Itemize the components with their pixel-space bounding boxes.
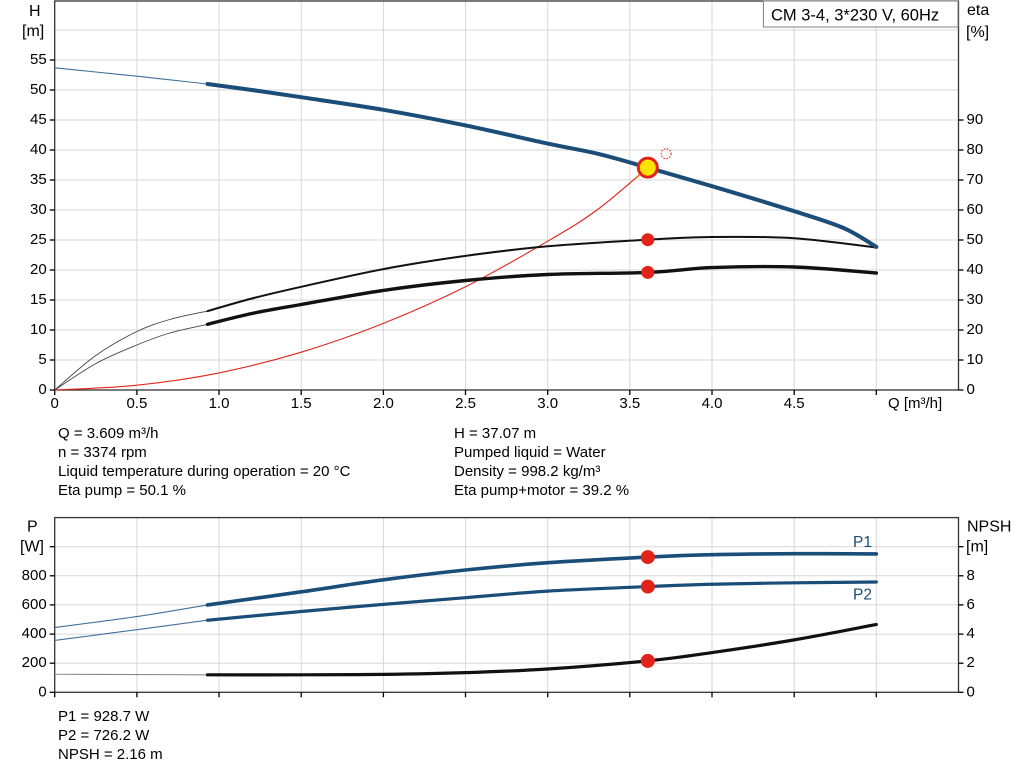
svg-text:1.5: 1.5 [291, 395, 312, 412]
svg-text:0: 0 [38, 683, 46, 700]
svg-text:[m]: [m] [966, 539, 988, 556]
svg-text:600: 600 [22, 596, 47, 613]
svg-text:H: H [29, 3, 41, 20]
svg-text:0: 0 [967, 683, 975, 700]
svg-text:3.5: 3.5 [619, 395, 640, 412]
svg-text:40: 40 [967, 261, 984, 278]
svg-text:50: 50 [30, 81, 47, 98]
svg-text:45: 45 [30, 111, 47, 128]
svg-text:3.0: 3.0 [537, 395, 558, 412]
svg-text:20: 20 [967, 321, 984, 338]
svg-text:200: 200 [22, 654, 47, 671]
svg-text:80: 80 [967, 141, 984, 158]
svg-text:[%]: [%] [966, 24, 989, 41]
svg-text:4.5: 4.5 [784, 395, 805, 412]
svg-text:1.0: 1.0 [209, 395, 230, 412]
svg-text:[m]: [m] [22, 23, 44, 40]
svg-text:0: 0 [51, 395, 59, 412]
svg-text:CM 3-4, 3*230 V, 60Hz: CM 3-4, 3*230 V, 60Hz [771, 7, 939, 25]
svg-text:400: 400 [22, 625, 47, 642]
svg-text:30: 30 [967, 291, 984, 308]
svg-text:35: 35 [30, 171, 47, 188]
svg-text:8: 8 [967, 567, 975, 584]
svg-text:10: 10 [30, 321, 47, 338]
svg-text:40: 40 [30, 141, 47, 158]
svg-text:0.5: 0.5 [126, 395, 147, 412]
svg-text:0: 0 [967, 381, 975, 398]
svg-text:20: 20 [30, 261, 47, 278]
svg-text:6: 6 [967, 596, 975, 613]
svg-text:2.0: 2.0 [373, 395, 394, 412]
svg-text:P2: P2 [853, 587, 872, 604]
svg-text:10: 10 [967, 351, 984, 368]
svg-text:800: 800 [22, 567, 47, 584]
svg-text:25: 25 [30, 231, 47, 248]
svg-text:2: 2 [967, 654, 975, 671]
svg-text:P1: P1 [853, 534, 872, 551]
svg-text:[W]: [W] [20, 539, 44, 556]
svg-text:15: 15 [30, 291, 47, 308]
svg-text:30: 30 [30, 201, 47, 218]
svg-text:Q [m³/h]: Q [m³/h] [888, 395, 942, 412]
svg-text:4: 4 [967, 625, 975, 642]
svg-text:4.0: 4.0 [702, 395, 723, 412]
svg-text:NPSH: NPSH [967, 519, 1011, 536]
svg-text:2.5: 2.5 [455, 395, 476, 412]
svg-text:5: 5 [38, 351, 46, 368]
svg-text:90: 90 [967, 111, 984, 128]
svg-text:60: 60 [967, 201, 984, 218]
svg-text:eta: eta [967, 2, 989, 19]
svg-text:50: 50 [967, 231, 984, 248]
svg-text:70: 70 [967, 171, 984, 188]
svg-text:P: P [27, 519, 38, 536]
svg-text:55: 55 [30, 51, 47, 68]
svg-text:0: 0 [38, 381, 46, 398]
